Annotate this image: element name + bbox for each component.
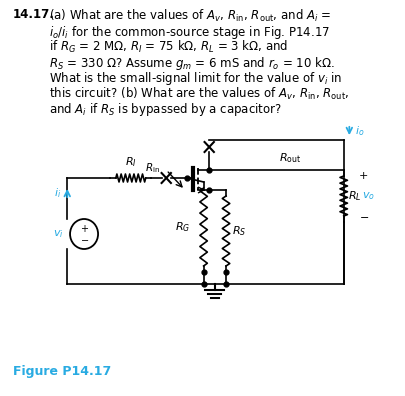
Text: $-$: $-$ <box>359 211 369 221</box>
Text: this circuit? (b) What are the values of $A_v$, $R_{\rm in}$, $R_{\rm out}$,: this circuit? (b) What are the values of… <box>49 86 349 102</box>
Text: $R_S$ = 330 $\Omega$? Assume $g_m$ = 6 mS and $r_o$ = 10 k$\Omega$.: $R_S$ = 330 $\Omega$? Assume $g_m$ = 6 m… <box>49 55 334 72</box>
Text: What is the small-signal limit for the value of $v_i$ in: What is the small-signal limit for the v… <box>49 70 342 87</box>
Text: $R_G$: $R_G$ <box>175 220 190 234</box>
Text: (a) What are the values of $A_v$, $R_{\rm in}$, $R_{\rm out}$, and $A_i$ =: (a) What are the values of $A_v$, $R_{\r… <box>49 8 331 24</box>
Text: $i_o/i_i$ for the common-source stage in Fig. P14.17: $i_o/i_i$ for the common-source stage in… <box>49 23 330 40</box>
Text: +: + <box>359 171 368 181</box>
Text: $i_o$: $i_o$ <box>355 124 364 138</box>
Text: and $A_i$ if $R_S$ is bypassed by a capacitor?: and $A_i$ if $R_S$ is bypassed by a capa… <box>49 101 281 118</box>
Text: $R_L$: $R_L$ <box>348 189 362 203</box>
Text: Figure P14.17: Figure P14.17 <box>13 365 111 378</box>
Text: if $R_G$ = 2 M$\Omega$, $R_I$ = 75 k$\Omega$, $R_L$ = 3 k$\Omega$, and: if $R_G$ = 2 M$\Omega$, $R_I$ = 75 k$\Om… <box>49 39 288 55</box>
Text: 14.17.: 14.17. <box>13 8 55 21</box>
Text: $-$: $-$ <box>79 234 89 244</box>
Text: $R_{\rm out}$: $R_{\rm out}$ <box>279 151 302 165</box>
Text: +: + <box>80 224 88 234</box>
Text: $v_i$: $v_i$ <box>53 228 64 240</box>
Text: $R_{\rm in}$: $R_{\rm in}$ <box>145 161 161 175</box>
Text: $i_i$: $i_i$ <box>54 186 62 200</box>
Text: $R_I$: $R_I$ <box>125 155 136 169</box>
Text: $v_o$: $v_o$ <box>362 190 375 202</box>
Text: $R_S$: $R_S$ <box>232 224 246 238</box>
